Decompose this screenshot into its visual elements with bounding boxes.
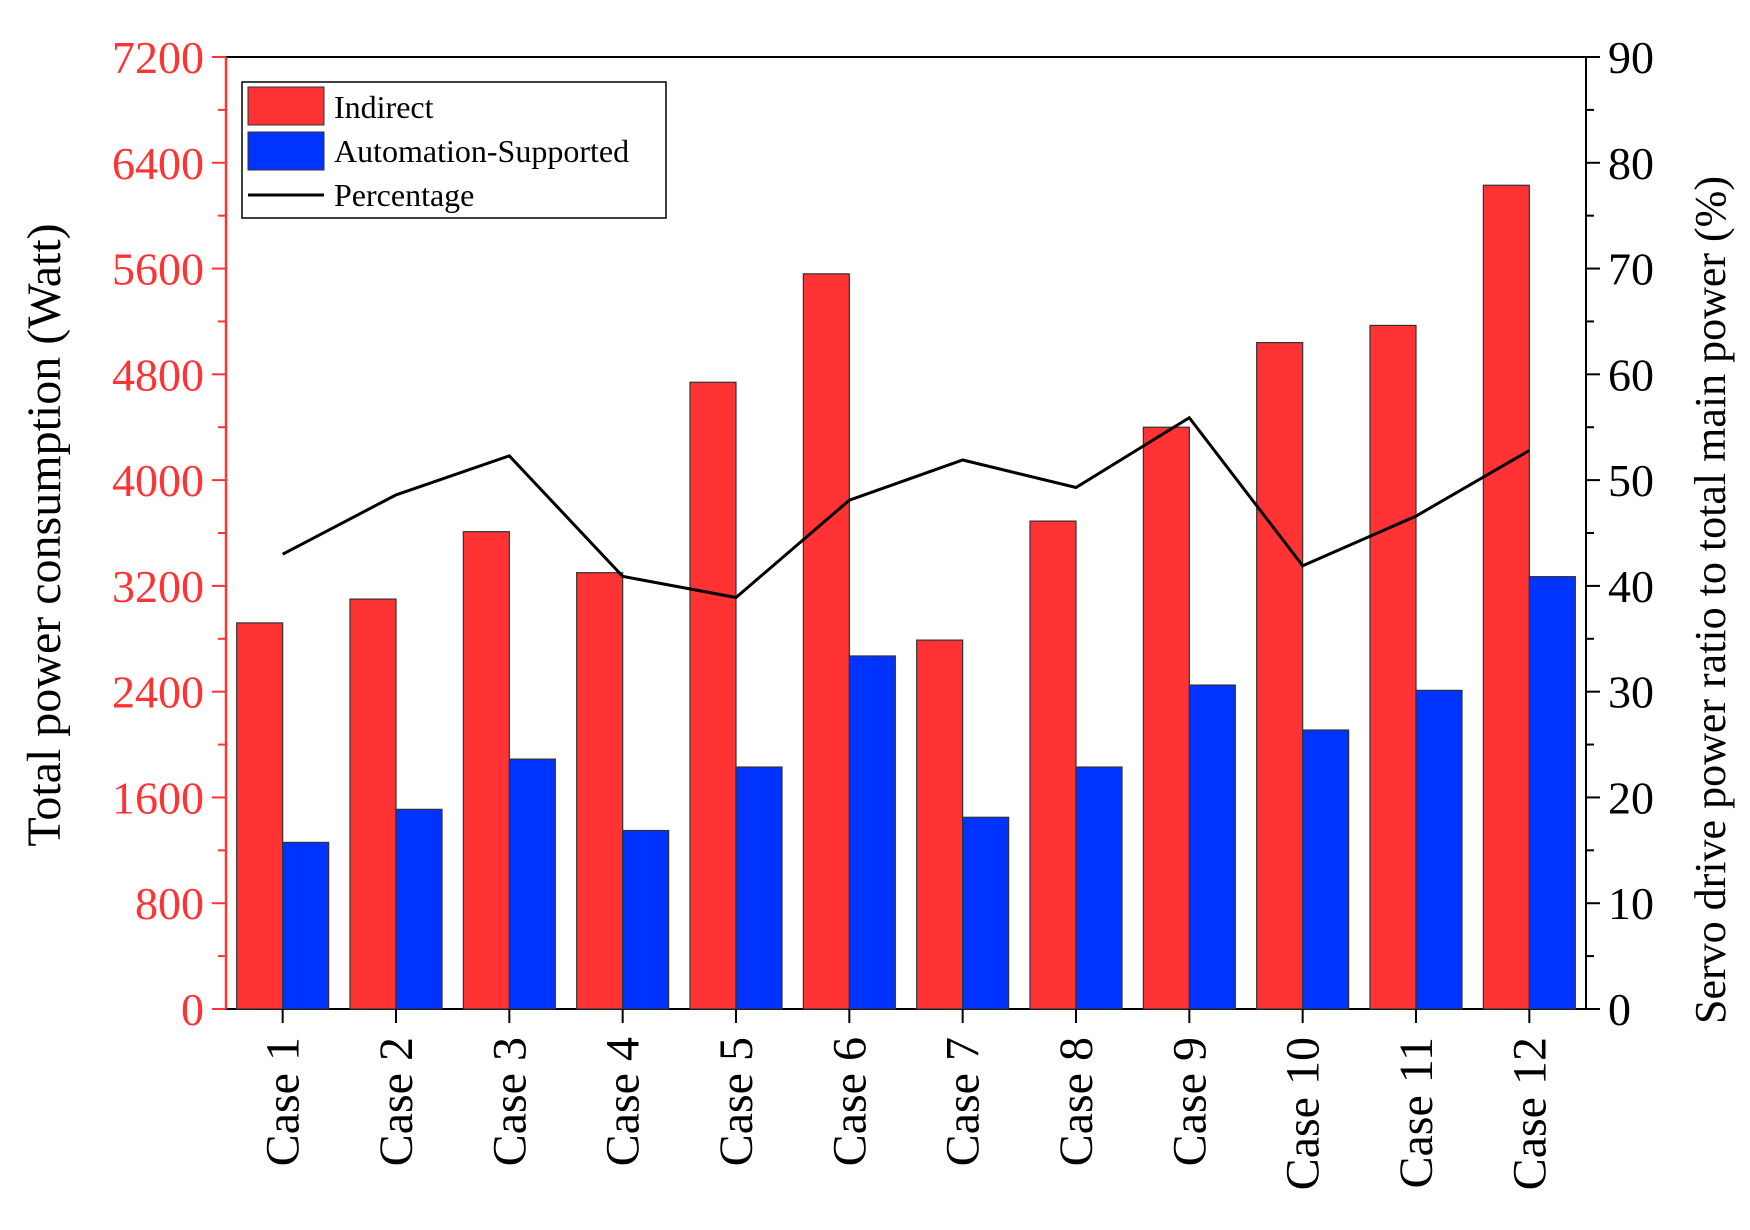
bar-automation-supported	[508, 758, 556, 1010]
x-tick-label: Case 9	[1163, 1037, 1216, 1166]
x-tick-label: Case 4	[597, 1037, 650, 1166]
y-tick-label: 7200	[112, 32, 204, 83]
bar-indirect	[236, 622, 284, 1010]
x-tick-label: Case 7	[937, 1037, 990, 1166]
bar-automation-supported	[1528, 576, 1576, 1010]
bar-automation-supported	[1188, 684, 1236, 1010]
bar-automation-supported	[1075, 766, 1123, 1010]
y-tick-label: 6400	[112, 138, 204, 189]
y2-tick-label: 20	[1608, 772, 1654, 823]
x-tick-label: Case 12	[1503, 1037, 1556, 1190]
bar-indirect	[576, 572, 624, 1010]
bar-indirect	[1029, 520, 1077, 1010]
y2-tick-label: 30	[1608, 667, 1654, 718]
bar-automation-supported	[962, 816, 1010, 1010]
bar-indirect	[1142, 426, 1190, 1010]
legend: Indirect Automation-Supported Percentage	[241, 81, 667, 219]
bar-automation-supported	[395, 808, 443, 1010]
bar-indirect	[802, 273, 850, 1010]
y2-axis-label: Servo drive power ratio to total main po…	[1686, 176, 1735, 1024]
bar-indirect	[349, 598, 397, 1010]
y-tick-label: 4800	[112, 349, 204, 400]
bar-indirect	[1256, 342, 1304, 1010]
bar-automation-supported	[1415, 689, 1463, 1010]
y-axis-label: Total power consumption (Watt)	[18, 223, 71, 846]
y2-tick-label: 10	[1608, 878, 1654, 929]
legend-label-percentage: Percentage	[334, 177, 474, 213]
legend-swatch-automation	[247, 131, 325, 171]
bar-indirect	[689, 381, 737, 1010]
bar-automation-supported	[735, 766, 783, 1010]
bar-automation-supported	[282, 841, 330, 1010]
bar-automation-supported	[622, 829, 670, 1010]
y-tick-label: 800	[135, 878, 204, 929]
y-tick-label: 4000	[112, 455, 204, 506]
y-tick-label: 1600	[112, 772, 204, 823]
y2-tick-label: 0	[1608, 984, 1631, 1035]
x-tick-label: Case 2	[370, 1037, 423, 1166]
x-tick-label: Case 10	[1277, 1037, 1330, 1190]
bar-automation-supported	[1302, 729, 1350, 1010]
bar-indirect	[1482, 184, 1530, 1010]
y-tick-label: 5600	[112, 244, 204, 295]
legend-swatch-indirect	[247, 86, 325, 126]
y-tick-label: 3200	[112, 561, 204, 612]
bar-indirect	[1369, 324, 1417, 1010]
y2-tick-label: 70	[1608, 244, 1654, 295]
y2-tick-label: 90	[1608, 32, 1654, 83]
bar-indirect	[916, 639, 964, 1010]
y-tick-label: 2400	[112, 667, 204, 718]
y-tick-label: 0	[181, 984, 204, 1035]
x-tick-label: Case 8	[1050, 1037, 1103, 1166]
axes: 0 800 1600 2400 3200 4000 4800 5600 6400 7200 0 10 2…	[112, 32, 1654, 1190]
y2-tick-label: 40	[1608, 561, 1654, 612]
x-tick-label: Case 6	[823, 1037, 876, 1166]
x-tick-label: Case 5	[710, 1037, 763, 1166]
percentage-line	[282, 415, 1531, 600]
legend-label-indirect: Indirect	[334, 89, 434, 125]
y2-tick-label: 60	[1608, 349, 1654, 400]
x-tick-label: Case 3	[483, 1037, 536, 1166]
x-tick-label: Case 11	[1390, 1037, 1443, 1189]
y2-tick-label: 50	[1608, 455, 1654, 506]
bars	[236, 184, 1576, 1010]
bar-indirect	[462, 531, 510, 1010]
legend-label-automation: Automation-Supported	[334, 133, 629, 169]
x-tick-label: Case 1	[257, 1037, 310, 1166]
bar-automation-supported	[848, 655, 896, 1010]
percentage-line-layer	[282, 415, 1531, 600]
y2-tick-label: 80	[1608, 138, 1654, 189]
